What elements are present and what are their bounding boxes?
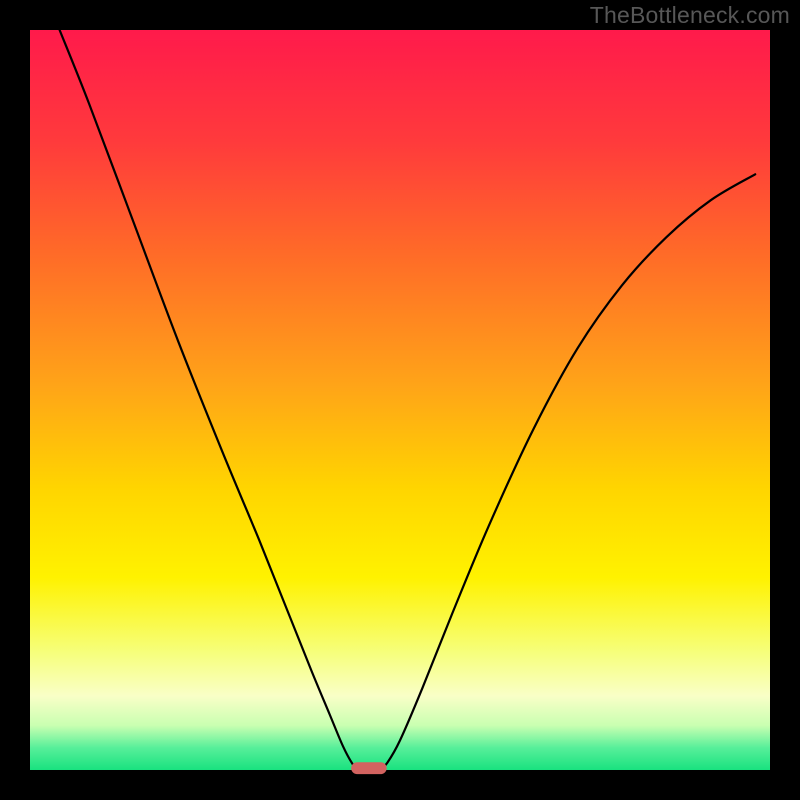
plot-area xyxy=(30,30,770,770)
chart-svg xyxy=(0,0,800,800)
watermark-label: TheBottleneck.com xyxy=(590,2,790,29)
chart-canvas: TheBottleneck.com xyxy=(0,0,800,800)
bottleneck-marker xyxy=(351,762,387,774)
